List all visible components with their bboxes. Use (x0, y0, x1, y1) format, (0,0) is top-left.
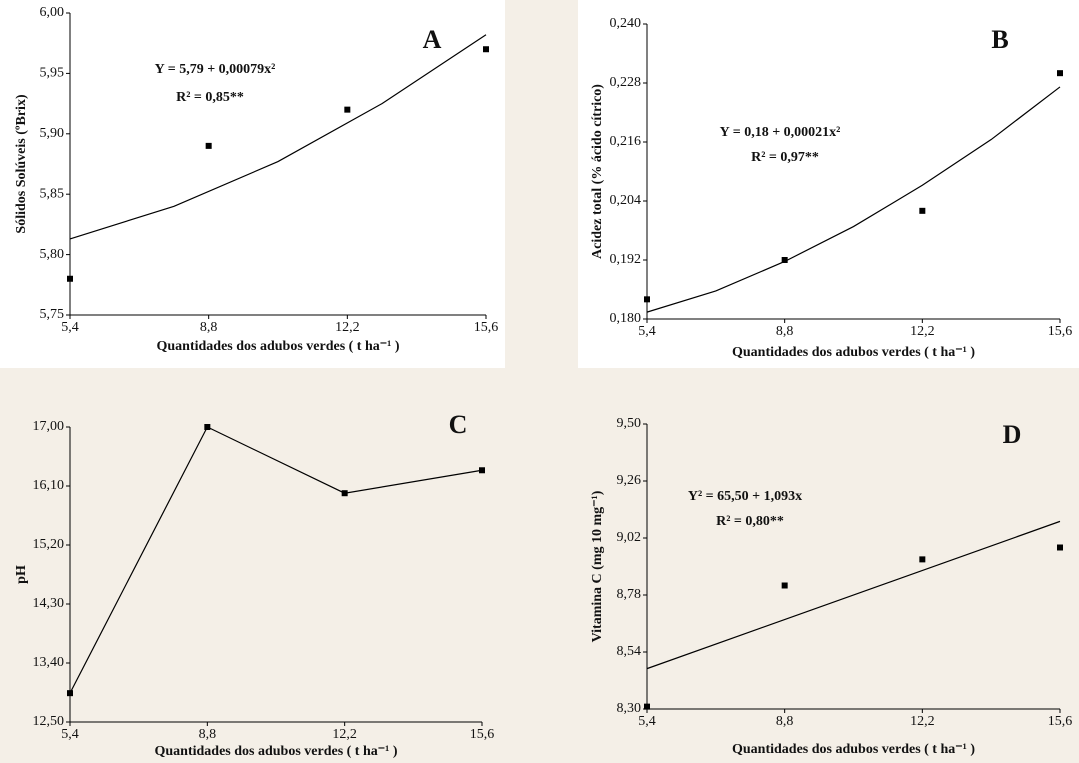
y-tick-label: 9,02 (617, 530, 642, 545)
x-axis-label: Quantidades dos adubos verdes ( t ha⁻¹ ) (732, 345, 975, 360)
y-tick-label: 5,95 (40, 66, 65, 81)
y-tick-label: 9,50 (617, 416, 642, 431)
y-tick-label: 17,00 (33, 419, 65, 434)
data-point (204, 424, 210, 430)
x-tick-label: 12,2 (332, 727, 357, 742)
y-tick-label: 5,90 (40, 126, 65, 141)
equation: R² = 0,85** (176, 90, 244, 105)
y-tick-label: 9,26 (617, 473, 642, 488)
y-tick-label: 8,54 (617, 644, 642, 659)
x-tick-label: 15,6 (1048, 714, 1073, 729)
data-point (644, 704, 650, 710)
y-axis-label: pH (14, 565, 29, 584)
x-tick-label: 8,8 (200, 320, 218, 335)
x-axis-label: Quantidades dos adubos verdes ( t ha⁻¹ ) (156, 339, 399, 354)
data-point (67, 690, 73, 696)
y-tick-label: 8,78 (617, 587, 642, 602)
y-tick-label: 0,180 (610, 311, 642, 326)
x-tick-label: 5,4 (61, 320, 79, 335)
x-tick-label: 12,2 (335, 320, 360, 335)
y-tick-label: 13,40 (33, 655, 65, 670)
data-point (342, 490, 348, 496)
data-point (1057, 545, 1063, 551)
x-tick-label: 15,6 (474, 320, 499, 335)
x-tick-label: 15,6 (470, 727, 495, 742)
y-tick-label: 15,20 (33, 537, 65, 552)
y-axis-label: Acidez total (% ácido cítrico) (590, 84, 605, 259)
y-tick-label: 0,228 (610, 75, 642, 90)
data-point (483, 46, 489, 52)
data-line (70, 427, 482, 693)
panel-label: D (1003, 420, 1022, 449)
data-point (919, 208, 925, 214)
fit-curve (647, 521, 1060, 668)
equation: Y² = 65,50 + 1,093x (688, 489, 802, 504)
x-tick-label: 5,4 (638, 324, 656, 339)
equation: R² = 0,80** (716, 514, 784, 529)
y-tick-label: 5,85 (40, 186, 65, 201)
data-point (344, 107, 350, 113)
data-point (782, 257, 788, 263)
x-tick-label: 8,8 (776, 714, 794, 729)
data-point (782, 583, 788, 589)
y-tick-label: 16,10 (33, 478, 65, 493)
x-axis-label: Quantidades dos adubos verdes ( t ha⁻¹ ) (732, 742, 975, 757)
x-tick-label: 5,4 (61, 727, 79, 742)
data-point (67, 276, 73, 282)
equation: Y = 5,79 + 0,00079x² (155, 62, 276, 77)
x-tick-label: 8,8 (199, 727, 217, 742)
x-axis-label: Quantidades dos adubos verdes ( t ha⁻¹ ) (154, 744, 397, 759)
y-tick-label: 0,204 (610, 193, 642, 208)
data-point (479, 467, 485, 473)
y-tick-label: 6,00 (40, 5, 65, 20)
y-tick-label: 12,50 (33, 714, 65, 729)
panel-background (0, 0, 505, 368)
data-point (1057, 70, 1063, 76)
y-tick-label: 0,192 (610, 252, 642, 267)
x-tick-label: 15,6 (1048, 324, 1073, 339)
panel-label: B (991, 25, 1008, 54)
x-tick-label: 5,4 (638, 714, 656, 729)
figure: 5,755,805,855,905,956,005,48,812,215,6Qu… (0, 0, 1079, 763)
panel-label: A (423, 25, 442, 54)
data-point (206, 143, 212, 149)
y-axis-label: Sólidos Solúveis (ºBrix) (14, 94, 29, 234)
y-axis-label: Vitamina C (mg 10 mg⁻¹) (590, 490, 605, 642)
y-tick-label: 14,30 (33, 596, 65, 611)
panel-background (578, 0, 1079, 368)
y-tick-label: 0,240 (610, 16, 642, 31)
equation: Y = 0,18 + 0,00021x² (720, 125, 841, 140)
y-tick-label: 5,80 (40, 247, 65, 262)
equation: R² = 0,97** (751, 150, 819, 165)
data-point (919, 556, 925, 562)
panel-label: C (449, 410, 468, 439)
x-tick-label: 12,2 (910, 324, 935, 339)
x-tick-label: 12,2 (910, 714, 935, 729)
x-tick-label: 8,8 (776, 324, 794, 339)
data-point (644, 296, 650, 302)
y-tick-label: 0,216 (610, 134, 642, 149)
